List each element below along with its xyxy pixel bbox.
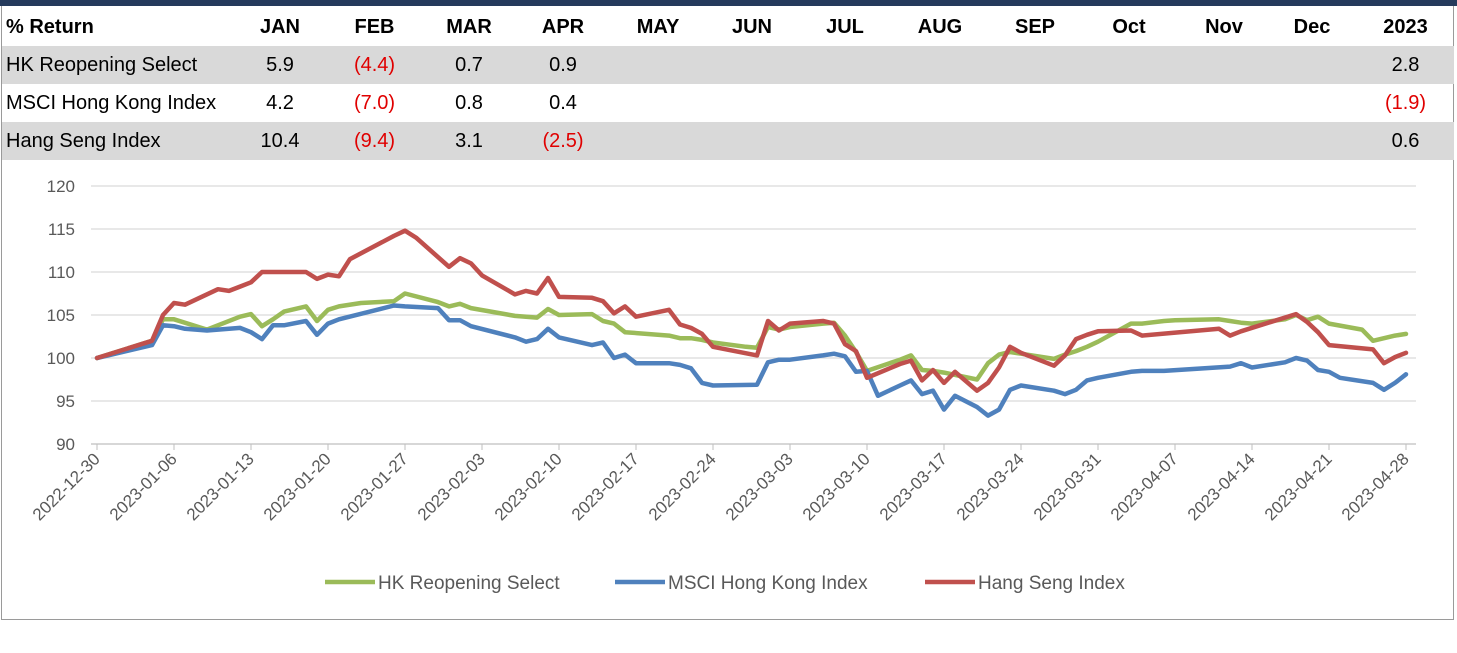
header-mar: MAR [446,15,492,38]
return-cell: (1.9) [1384,91,1427,114]
return-cell: (7.0) [353,91,396,114]
return-cell: 0.4 [549,91,577,114]
return-cell [1267,84,1357,122]
header-dec: Dec [1293,15,1331,38]
return-cell [615,46,701,84]
return-cell [887,84,993,122]
return-cell [993,84,1077,122]
return-cell: 5.9 [238,46,322,84]
row-label: Hang Seng Index [2,122,238,160]
return-cell: 0.8 [455,91,483,114]
x-tick-label: 2023-01-06 [106,449,181,524]
return-cell [1267,46,1357,84]
header-feb: FEB [354,15,395,38]
return-cell [1267,122,1357,160]
return-cell: 2.8 [1357,46,1454,84]
return-cell [615,84,701,122]
header-apr: APR [541,15,585,38]
return-cell [1181,84,1267,122]
legend-label: Hang Seng Index [978,573,1125,594]
header-jan: JAN [259,15,300,38]
return-cell [803,84,887,122]
table-row: Hang Seng Index 10.4 (9.4) 3.1 (2.5) 0.6 [2,122,1454,160]
return-cell: (4.4) [322,46,427,84]
returns-table: % Return JAN FEB MAR APR MAY JUN JUL AUG… [2,8,1454,160]
x-tick-label: 2023-01-20 [260,449,335,524]
x-tick-label: 2023-04-07 [1107,449,1182,524]
y-tick-label: 110 [48,263,75,282]
return-cell: (2.5) [511,122,615,160]
y-tick-label: 90 [56,435,75,454]
return-cell [701,122,803,160]
x-tick-label: 2023-03-03 [722,449,797,524]
header-oct: Oct [1112,15,1146,38]
return-cell [887,122,993,160]
return-cell: 0.9 [511,46,615,84]
table-row: HK Reopening Select 5.9 (4.4) 0.7 0.9 2.8 [2,46,1454,84]
x-tick-label: 2023-02-03 [414,449,489,524]
x-tick-label: 2023-02-17 [568,449,643,524]
x-tick-label: 2023-03-17 [876,449,951,524]
return-cell [993,122,1077,160]
header-jul: JUL [826,15,864,38]
series-lines [94,228,1409,418]
x-tick-label: 2023-01-27 [337,449,412,524]
y-tick-label: 95 [56,392,75,411]
return-cell [1077,46,1181,84]
x-tick-label: 2023-02-10 [491,449,566,524]
header-aug: AUG [917,15,963,38]
x-tick-label: 2023-03-31 [1030,449,1105,524]
return-cell: (9.4) [322,122,427,160]
x-tick-label: 2023-03-10 [799,449,874,524]
y-tick-label: 115 [48,220,75,239]
return-cell [1181,46,1267,84]
x-tick-label: 2023-01-13 [183,449,258,524]
x-tick-label: 2023-04-28 [1338,449,1413,524]
x-tick-label: 2023-02-24 [645,449,720,524]
return-cell [701,84,803,122]
return-cell [1077,122,1181,160]
return-cell [803,122,887,160]
return-cell: 10.4 [238,122,322,160]
header-sep: SEP [1014,15,1056,38]
return-cell: 3.1 [427,122,511,160]
y-tick-label: 120 [47,177,75,196]
row-label: MSCI Hong Kong Index [6,91,217,114]
x-tick-label: 2023-04-21 [1261,449,1336,524]
series-line [94,228,1409,393]
return-cell [993,46,1077,84]
chart-frame [1,6,1454,620]
return-cell [615,122,701,160]
y-tick-label: 105 [47,306,75,325]
header-may: MAY [636,15,680,38]
header-label: % Return [6,15,94,38]
return-cell [701,46,803,84]
return-cell: 0.6 [1357,122,1454,160]
header-nov: Nov [1205,15,1243,38]
x-tick-label: 2022-12-30 [29,449,104,524]
legend-label: HK Reopening Select [378,573,560,594]
row-label: HK Reopening Select [2,46,238,84]
x-tick-label: 2023-03-24 [953,449,1028,524]
return-cell [1181,122,1267,160]
x-tick-label: 2023-04-14 [1184,449,1259,524]
return-cell [1077,84,1181,122]
returns-header-row: % Return JAN FEB MAR APR MAY JUN JUL AUG… [2,8,1454,46]
header-ytd: 2023 [1383,15,1428,38]
return-cell [887,46,993,84]
series-line [94,303,1409,418]
legend: HK Reopening Select MSCI Hong Kong Index H… [325,573,1125,594]
return-cell: 4.2 [266,91,294,114]
y-tick-label: 100 [47,349,75,368]
gridlines [91,185,1416,445]
table-row: MSCI Hong Kong Index 4.2 (7.0) 0.8 0.4 (1.9) [2,84,1454,122]
header-jun: JUN [731,15,772,38]
return-cell [803,46,887,84]
top-title-bar [0,0,1457,6]
legend-label: MSCI Hong Kong Index [668,573,868,594]
return-cell: 0.7 [427,46,511,84]
